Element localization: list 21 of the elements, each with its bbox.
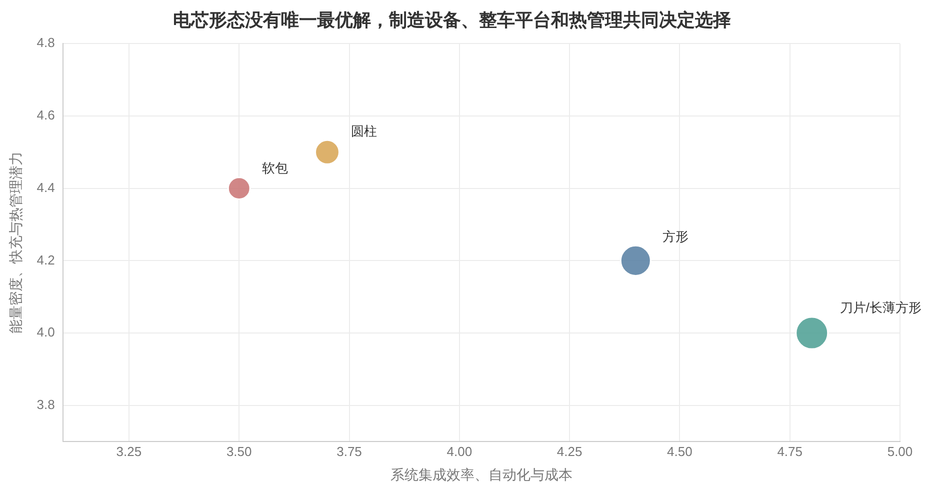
y-tick-label: 3.8 <box>36 396 55 412</box>
chart-title: 电芯形态没有唯一最优解，制造设备、整车平台和热管理共同决定选择 <box>173 10 731 30</box>
x-tick-label: 4.00 <box>446 444 472 459</box>
y-tick-label: 4.8 <box>36 35 55 50</box>
x-tick-label: 4.50 <box>667 444 692 459</box>
series-label: 刀片/长薄方形 <box>840 300 922 316</box>
x-axis-title: 系统集成效率、自动化与成本 <box>390 466 572 482</box>
series-label: 圆柱 <box>351 123 378 138</box>
y-tick-label: 4.2 <box>36 252 55 268</box>
x-tick-label: 3.75 <box>336 444 362 459</box>
x-tick-label: 3.25 <box>116 444 142 459</box>
y-tick-label: 4.0 <box>36 324 55 340</box>
x-tick-label: 5.00 <box>887 444 913 459</box>
series-label: 方形 <box>662 228 689 244</box>
x-tick-label: 3.50 <box>226 444 252 459</box>
x-tick-label: 4.25 <box>556 444 582 459</box>
x-tick-label: 4.75 <box>777 444 803 459</box>
y-tick-label: 4.4 <box>36 180 55 195</box>
series-label: 软包 <box>262 160 288 176</box>
y-tick-label: 4.6 <box>36 108 55 123</box>
y-axis-title: 能量密度、快充与热管理潜力 <box>7 152 24 334</box>
